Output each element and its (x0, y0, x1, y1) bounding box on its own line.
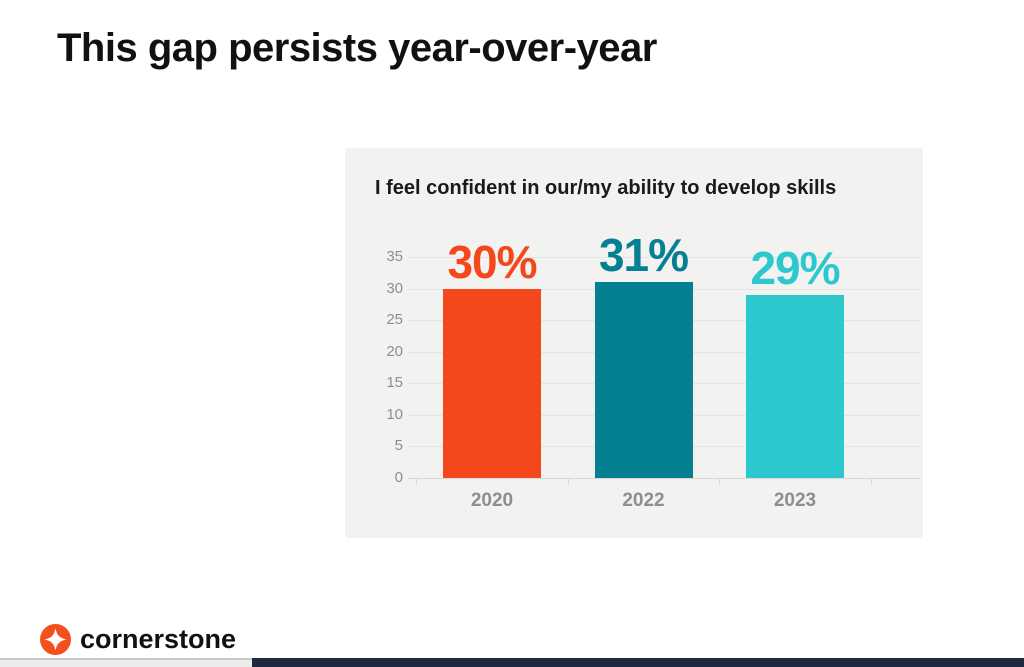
x-axis-tick (870, 479, 872, 484)
category-label-2023: 2023 (773, 490, 817, 511)
bar-2020 (443, 288, 541, 478)
video-progress-track (0, 658, 252, 667)
chart-panel: I feel confident in our/my ability to de… (345, 148, 923, 538)
category-label-2020: 2020 (470, 490, 514, 511)
gridline-35 (408, 257, 920, 258)
gridline-0 (408, 478, 920, 479)
bar-2023 (746, 294, 844, 478)
y-axis-tick-25: 25 (386, 311, 403, 329)
x-axis-tick (567, 479, 569, 484)
chart-title: I feel confident in our/my ability to de… (375, 177, 837, 199)
bar-chart: 0 5 10 15 20 25 30 35 30% 2020 31% 2022 29% 2023 (345, 148, 923, 538)
y-axis-tick-5: 5 (394, 437, 403, 455)
y-axis-tick-0: 0 (394, 469, 403, 486)
y-axis-tick-20: 20 (386, 342, 403, 360)
value-label-2022: 31% (598, 229, 689, 282)
y-axis-tick-10: 10 (386, 405, 403, 423)
y-axis-tick-35: 35 (386, 248, 403, 265)
y-axis-tick-15: 15 (386, 374, 403, 392)
x-axis-tick (719, 479, 720, 484)
bar-2022 (594, 282, 693, 478)
value-label-2023: 29% (750, 241, 840, 294)
slide-title: This gap persists year-over-year (57, 26, 657, 70)
y-axis-tick-30: 30 (386, 279, 403, 297)
value-label-2020: 30% (447, 235, 537, 288)
cornerstone-logo: cornerstone (40, 623, 236, 655)
cornerstone-logo-text: cornerstone (80, 623, 237, 654)
category-label-2022: 2022 (622, 490, 665, 511)
video-progress-bar (252, 658, 1024, 667)
cornerstone-logo-icon (40, 623, 71, 655)
x-axis-tick (416, 479, 417, 484)
